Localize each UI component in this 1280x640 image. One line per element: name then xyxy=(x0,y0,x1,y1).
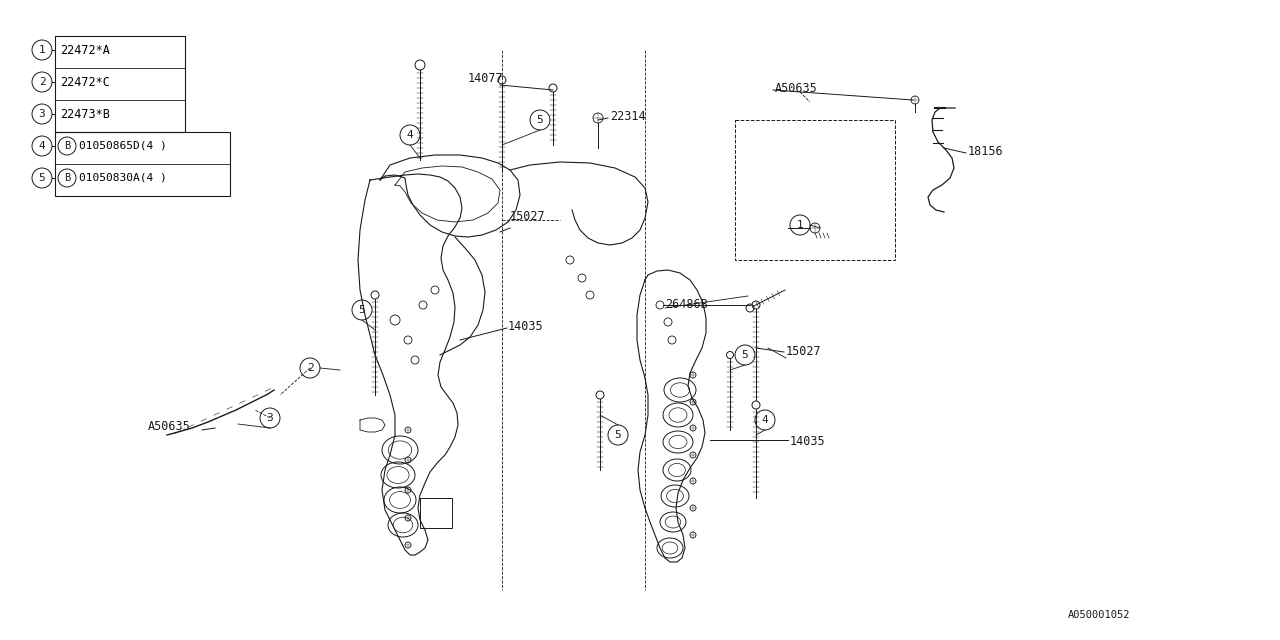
Text: 3: 3 xyxy=(266,413,274,423)
Text: 22473*B: 22473*B xyxy=(60,108,110,120)
Text: 01050830A(4 ): 01050830A(4 ) xyxy=(79,173,166,183)
Text: 01050865D(4 ): 01050865D(4 ) xyxy=(79,141,166,151)
Text: 5: 5 xyxy=(741,350,749,360)
Text: 5: 5 xyxy=(358,305,365,315)
Bar xyxy=(55,36,186,132)
Text: A50635: A50635 xyxy=(774,82,818,95)
Text: 22472*C: 22472*C xyxy=(60,76,110,88)
Text: 2: 2 xyxy=(38,77,45,87)
Text: A050001052: A050001052 xyxy=(1068,610,1130,620)
Bar xyxy=(735,120,895,260)
Text: 14077: 14077 xyxy=(468,72,503,85)
Text: 15027: 15027 xyxy=(509,210,545,223)
Text: B: B xyxy=(64,173,70,183)
Text: 4: 4 xyxy=(407,130,413,140)
Text: 1: 1 xyxy=(38,45,45,55)
Text: 14035: 14035 xyxy=(508,320,544,333)
Text: 22472*A: 22472*A xyxy=(60,44,110,56)
Text: B: B xyxy=(64,141,70,151)
Bar xyxy=(420,498,452,528)
Text: A50635: A50635 xyxy=(148,420,191,433)
Text: 14035: 14035 xyxy=(790,435,826,448)
Text: 22314: 22314 xyxy=(611,110,645,123)
Text: 26486B: 26486B xyxy=(666,298,708,311)
Text: 4: 4 xyxy=(38,141,45,151)
Text: 1: 1 xyxy=(796,220,804,230)
Bar xyxy=(55,132,230,196)
Text: 18156: 18156 xyxy=(968,145,1004,158)
Text: 2: 2 xyxy=(307,363,314,373)
Text: 5: 5 xyxy=(536,115,544,125)
Text: 5: 5 xyxy=(614,430,621,440)
Text: 3: 3 xyxy=(38,109,45,119)
Text: 15027: 15027 xyxy=(786,345,822,358)
Text: 4: 4 xyxy=(762,415,768,425)
Text: 5: 5 xyxy=(38,173,45,183)
